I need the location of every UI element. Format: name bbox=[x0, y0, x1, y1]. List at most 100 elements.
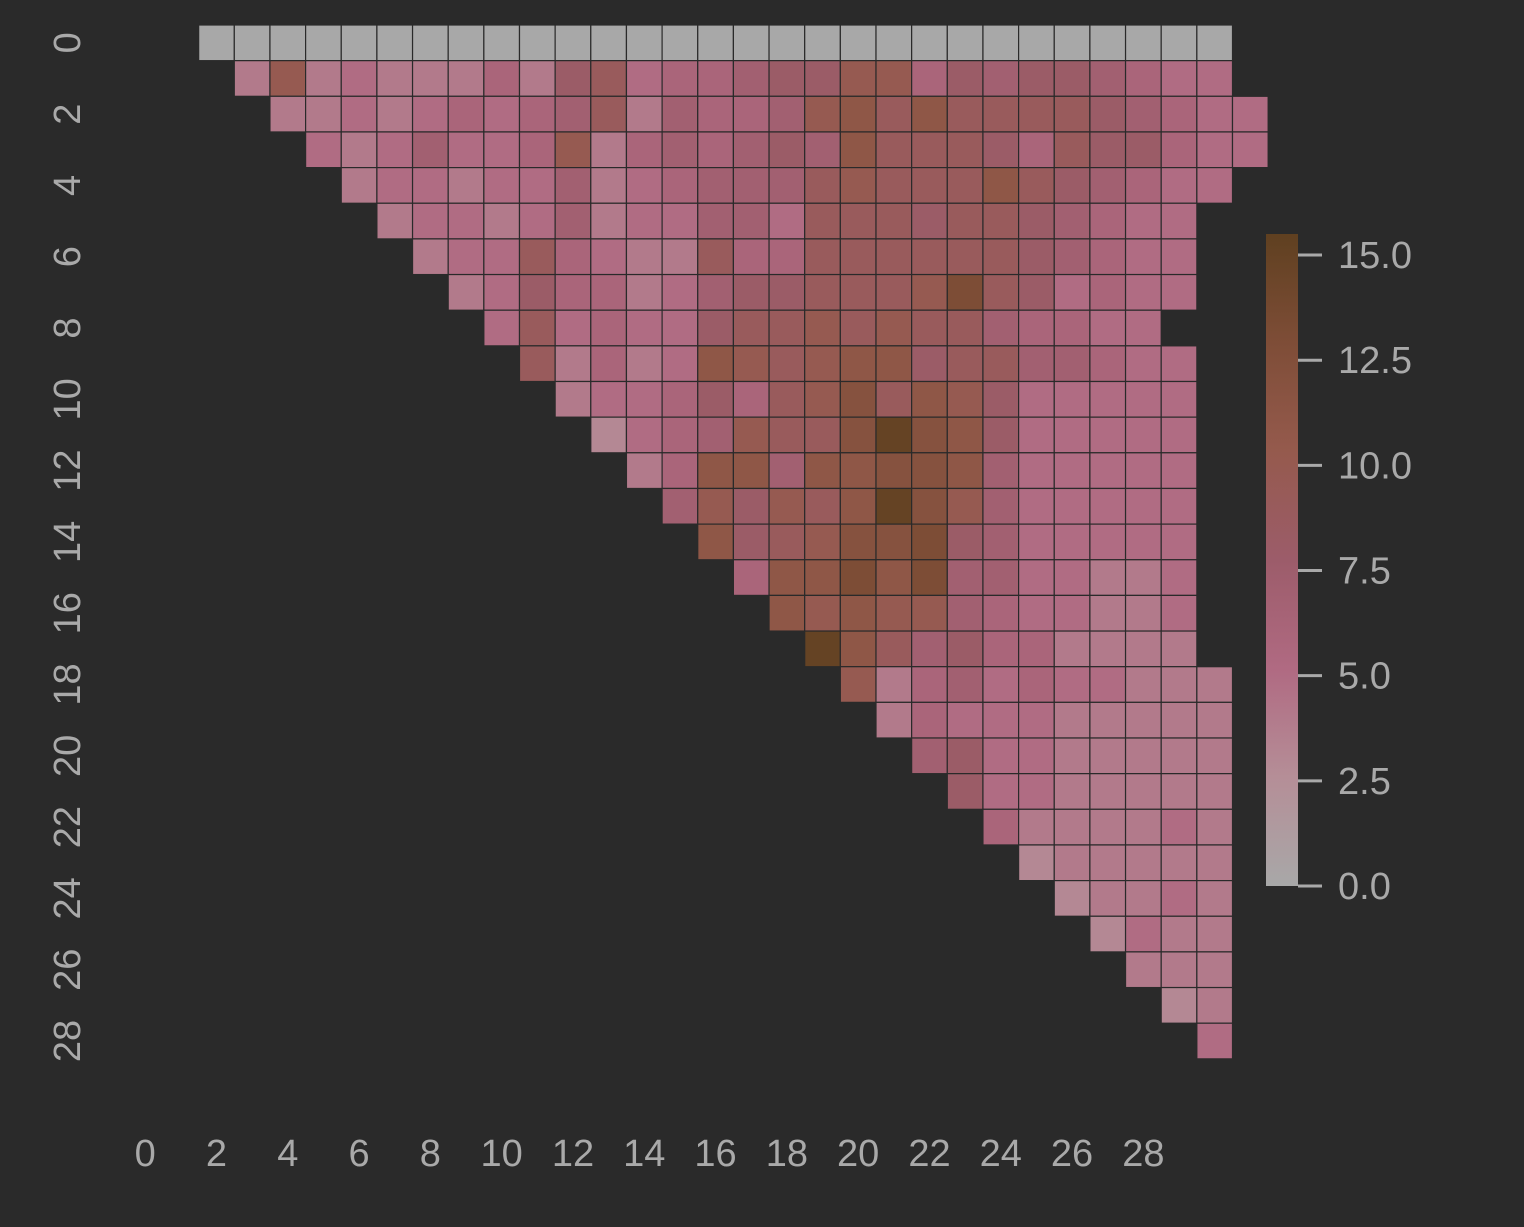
heatmap-cells bbox=[198, 24, 1269, 1060]
heatmap-cell bbox=[946, 559, 984, 597]
heatmap-cell bbox=[804, 523, 841, 561]
heatmap-cell bbox=[875, 416, 913, 454]
heatmap-cell bbox=[1124, 523, 1162, 561]
x-tick-label: 6 bbox=[348, 1133, 369, 1175]
heatmap-cell bbox=[1089, 273, 1127, 311]
heatmap-cell bbox=[946, 24, 984, 62]
heatmap-cell bbox=[875, 345, 913, 383]
heatmap-cell bbox=[1160, 238, 1198, 276]
heatmap-cell bbox=[1124, 915, 1162, 953]
heatmap-cell bbox=[1124, 951, 1162, 989]
heatmap-cell bbox=[1017, 202, 1055, 240]
heatmap-cell bbox=[1053, 202, 1091, 240]
y-tick-label: 16 bbox=[47, 592, 89, 634]
heatmap-cell bbox=[1124, 666, 1162, 703]
heatmap-cell bbox=[946, 309, 984, 347]
heatmap-cell bbox=[1124, 879, 1162, 917]
heatmap-cell bbox=[625, 238, 663, 276]
heatmap-cell bbox=[1053, 844, 1091, 882]
heatmap-cell bbox=[1089, 915, 1127, 953]
heatmap-cell bbox=[732, 24, 770, 62]
heatmap-cell bbox=[661, 380, 699, 418]
heatmap-cell bbox=[590, 380, 628, 418]
heatmap-cell bbox=[1017, 737, 1055, 775]
heatmap-cell bbox=[625, 452, 663, 490]
heatmap-cell bbox=[1053, 808, 1091, 846]
heatmap-cell bbox=[697, 95, 735, 133]
heatmap-cell bbox=[1053, 879, 1091, 917]
heatmap-cell bbox=[340, 131, 378, 169]
heatmap-cell bbox=[1124, 559, 1162, 597]
heatmap-cell bbox=[911, 559, 948, 597]
heatmap-cell bbox=[911, 523, 948, 561]
heatmap-cell bbox=[483, 60, 521, 97]
x-tick-label: 12 bbox=[552, 1133, 594, 1175]
heatmap-cell bbox=[1053, 60, 1091, 97]
heatmap-cell bbox=[625, 24, 663, 62]
heatmap-cell bbox=[982, 24, 1020, 62]
heatmap-cell bbox=[839, 487, 877, 525]
heatmap-cell bbox=[804, 630, 841, 668]
heatmap-cell bbox=[804, 273, 841, 311]
heatmap-cell bbox=[1017, 60, 1055, 97]
heatmap-cell bbox=[483, 95, 521, 133]
heatmap-cell bbox=[1160, 986, 1198, 1024]
heatmap-cell bbox=[1089, 487, 1127, 525]
heatmap-cell bbox=[1196, 95, 1234, 133]
heatmap-cell bbox=[839, 345, 877, 383]
heatmap-cell bbox=[1053, 594, 1091, 632]
heatmap-cell bbox=[911, 60, 948, 97]
heatmap-cell bbox=[661, 452, 699, 490]
heatmap-cell bbox=[1160, 167, 1198, 204]
heatmap-cell bbox=[982, 202, 1020, 240]
heatmap-cell bbox=[590, 60, 628, 97]
heatmap-cell bbox=[1053, 167, 1091, 204]
heatmap-cell bbox=[625, 273, 663, 311]
x-tick-label: 20 bbox=[837, 1133, 879, 1175]
heatmap-cell bbox=[554, 131, 592, 169]
heatmap-cell bbox=[1124, 345, 1162, 383]
heatmap-cell bbox=[804, 452, 841, 490]
heatmap-cell bbox=[1160, 202, 1198, 240]
heatmap-cell bbox=[697, 523, 735, 561]
y-tick-label: 8 bbox=[47, 317, 89, 338]
heatmap-cell bbox=[1124, 202, 1162, 240]
heatmap-cell bbox=[1053, 737, 1091, 775]
heatmap-cell bbox=[625, 416, 663, 454]
heatmap-cell bbox=[340, 167, 378, 204]
heatmap-cell bbox=[946, 737, 984, 775]
x-tick-label: 4 bbox=[277, 1133, 298, 1175]
heatmap-cell bbox=[1124, 737, 1162, 775]
colorbar-tick-label: 12.5 bbox=[1338, 340, 1412, 382]
heatmap-cell bbox=[1124, 630, 1162, 668]
heatmap-cell bbox=[269, 24, 307, 62]
y-tick-label: 20 bbox=[47, 735, 89, 777]
heatmap-cell bbox=[1089, 95, 1127, 133]
heatmap-cell bbox=[697, 202, 735, 240]
heatmap-cell bbox=[982, 273, 1020, 311]
heatmap-cell bbox=[1089, 167, 1127, 204]
y-tick-label: 6 bbox=[47, 246, 89, 267]
heatmap-cell bbox=[839, 273, 877, 311]
heatmap-cell bbox=[1053, 24, 1091, 62]
heatmap-cell bbox=[1124, 131, 1162, 169]
heatmap-cell bbox=[946, 666, 984, 703]
heatmap-cell bbox=[1017, 452, 1055, 490]
heatmap-cell bbox=[875, 630, 913, 668]
heatmap-cell bbox=[447, 238, 485, 276]
heatmap-cell bbox=[839, 24, 877, 62]
x-tick-label: 2 bbox=[206, 1133, 227, 1175]
heatmap-cell bbox=[1017, 701, 1055, 739]
heatmap-cell bbox=[518, 273, 556, 311]
y-tick-label: 12 bbox=[47, 449, 89, 491]
heatmap-cell bbox=[946, 273, 984, 311]
heatmap-cell bbox=[590, 202, 628, 240]
heatmap-cell bbox=[732, 131, 770, 169]
heatmap-cell bbox=[911, 630, 948, 668]
heatmap-cell bbox=[732, 452, 770, 490]
heatmap-cell bbox=[768, 167, 806, 204]
heatmap-cell bbox=[1124, 701, 1162, 739]
heatmap-cell bbox=[839, 238, 877, 276]
heatmap-cell bbox=[768, 131, 806, 169]
heatmap-cell bbox=[732, 95, 770, 133]
